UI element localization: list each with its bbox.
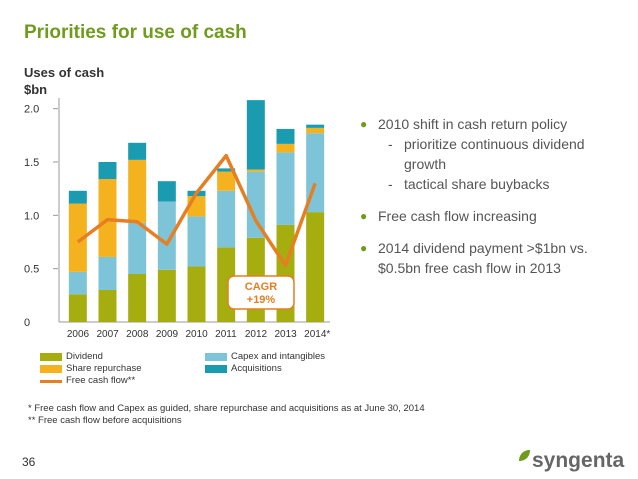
legend-swatch <box>205 365 227 373</box>
bar-segment <box>98 256 117 290</box>
syngenta-logo: syngenta <box>532 449 625 472</box>
legend-label: Acquisitions <box>231 363 282 374</box>
y-tick-label: 0.5 <box>24 264 39 276</box>
bullet-dot-icon: ● <box>360 117 368 131</box>
bar-segment <box>68 294 87 322</box>
sub-bullet-text: tactical share buybacks <box>404 176 550 192</box>
bar-segment <box>157 269 176 322</box>
bar-segment <box>306 127 325 134</box>
bar-segment <box>246 100 265 170</box>
bar-segment <box>276 152 295 225</box>
y-tick-label: 2.0 <box>24 104 39 116</box>
bar-segment <box>217 168 236 172</box>
legend-swatch <box>40 353 62 361</box>
sub-bullet-item: - prioritize continuous dividend growth <box>360 134 630 174</box>
bar-segment <box>217 190 236 248</box>
dash-icon: - <box>388 176 393 192</box>
bar-segment <box>306 212 325 322</box>
cagr-value: +19% <box>247 294 276 306</box>
sub-bullet-item: - tactical share buybacks <box>360 174 630 194</box>
legend-label: Dividend <box>66 351 103 362</box>
bar-segment <box>68 203 87 272</box>
y-tick-label: 1.0 <box>24 210 39 222</box>
bullet-text: 2010 shift in cash return policy <box>378 116 568 132</box>
dash-icon: - <box>388 136 393 152</box>
bar-segment <box>157 201 176 270</box>
bar-segment <box>246 169 265 172</box>
chart-unit: $bn <box>24 82 48 97</box>
legend-swatch <box>40 365 62 373</box>
bar-segment <box>306 124 325 128</box>
y-tick-label: 0 <box>24 317 30 329</box>
page-number: 36 <box>22 455 36 469</box>
bar-segment <box>187 216 206 267</box>
bar-segment <box>128 274 147 322</box>
bar-segment <box>276 143 295 153</box>
footnote: * Free cash flow and Capex as guided, sh… <box>28 403 425 414</box>
bar-segment <box>128 159 147 223</box>
y-tick-label: 1.5 <box>24 157 39 169</box>
x-tick-label: 2013 <box>275 329 298 340</box>
bullet-item: ● Free cash flow increasing <box>360 206 630 226</box>
bullet-text: 2014 dividend payment >$1bn vs. $0.5bn f… <box>378 240 588 276</box>
footnotes: * Free cash flow and Capex as guided, sh… <box>28 403 425 427</box>
syngenta-leaf-icon <box>519 450 530 461</box>
bar-segment <box>68 271 87 295</box>
bar-segment <box>246 171 265 238</box>
bar-segment <box>128 222 147 274</box>
x-tick-label: 2009 <box>156 329 179 340</box>
slide-title: Priorities for use of cash <box>24 22 247 43</box>
free-cash-flow-line <box>76 153 317 268</box>
legend-swatch <box>205 353 227 361</box>
bullet-dot-icon: ● <box>360 241 368 255</box>
x-tick-label: 2012 <box>245 329 268 340</box>
legend-label: Share repurchase <box>66 363 142 374</box>
legend-line-swatch <box>40 380 62 383</box>
legend-label: Capex and intangibles <box>231 351 326 362</box>
bullet-item: ● 2014 dividend payment >$1bn vs. $0.5bn … <box>360 238 630 278</box>
bar-segment <box>276 128 295 144</box>
cagr-callout-box <box>227 275 295 310</box>
chart-subtitle: Uses of cash <box>24 65 105 80</box>
sub-bullet-text: prioritize continuous dividend growth <box>404 136 585 172</box>
x-tick-label: 2008 <box>126 329 149 340</box>
bar-segment <box>128 142 147 160</box>
x-tick-label: 2014* <box>304 329 330 340</box>
bar-segment <box>217 171 236 191</box>
x-tick-label: 2011 <box>215 329 237 340</box>
bar-segment <box>68 190 87 204</box>
bullet-list: ● 2010 shift in cash return policy - prior… <box>360 114 630 278</box>
x-tick-label: 2006 <box>67 329 90 340</box>
bar-segment <box>98 162 117 180</box>
bullet-dot-icon: ● <box>360 209 368 223</box>
x-tick-label: 2007 <box>97 329 120 340</box>
bar-segment <box>157 181 176 202</box>
bar-segment <box>187 266 206 322</box>
x-tick-label: 2010 <box>186 329 209 340</box>
footnote: ** Free cash flow before acquisitions <box>28 415 182 426</box>
bullet-item: ● 2010 shift in cash return policy <box>360 114 630 134</box>
bar-segment <box>98 290 117 322</box>
cagr-label: CAGR <box>245 281 277 293</box>
bullet-text: Free cash flow increasing <box>378 208 537 224</box>
legend-label: Free cash flow** <box>66 375 136 386</box>
